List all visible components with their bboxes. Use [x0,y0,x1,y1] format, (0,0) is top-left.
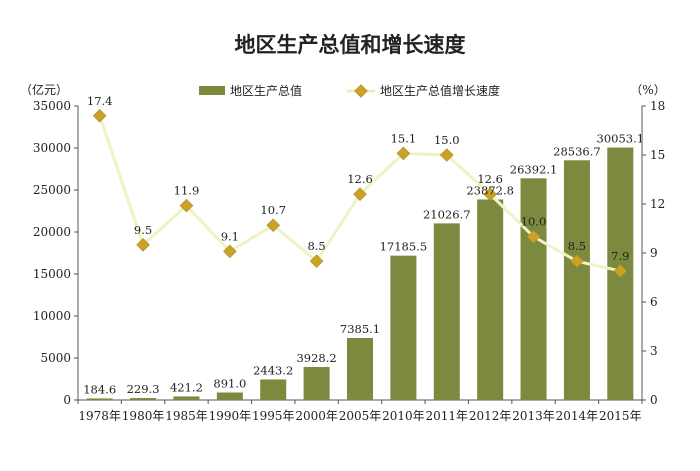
line-value-label: 15.1 [391,131,417,145]
legend: 地区生产总值 地区生产总值增长速度 [199,83,500,98]
bar-value-label: 891.0 [213,377,246,391]
bar-value-label: 7385.1 [340,322,380,336]
bar [433,223,460,400]
bar [477,199,504,400]
bar-value-label: 21026.7 [423,207,471,221]
bar-value-label: 229.3 [127,382,160,396]
bar-value-label: 17185.5 [380,240,428,254]
bar-value-label: 30053.1 [597,132,645,146]
left-tick-label: 20000 [33,225,71,239]
x-tick-label: 2015年 [599,409,642,423]
bar-value-label: 2443.2 [253,363,293,377]
legend-bar-label: 地区生产总值 [230,83,302,98]
line-marker [613,264,628,278]
x-tick-label: 2011年 [425,409,468,423]
line-value-label: 10.0 [521,215,547,229]
line-marker [439,148,454,162]
bar [563,160,590,400]
x-tick-label: 1995年 [252,409,295,423]
x-tick-label: 2000年 [295,409,338,423]
bar [520,178,547,400]
bar [260,379,287,400]
bar [130,398,157,400]
right-tick-label: 12 [650,197,665,211]
line-marker [353,187,367,201]
right-tick-label: 3 [650,344,658,358]
legend-line-label: 地区生产总值增长速度 [380,83,500,98]
x-tick-label: 2013年 [512,409,555,423]
line-marker [136,238,150,252]
x-tick-label: 1980年 [122,409,165,423]
line-value-label: 8.5 [307,239,325,253]
bar-value-label: 23872.8 [466,183,514,197]
line-marker [266,218,281,233]
line-value-label: 12.6 [477,172,503,186]
left-tick-label: 5000 [40,351,71,365]
x-tick-label: 1985年 [165,409,208,423]
line-marker [396,146,411,161]
left-tick-label: 15000 [33,267,71,281]
bar [303,367,330,400]
line-value-label: 7.9 [611,249,629,263]
line-value-label: 10.7 [260,203,286,217]
line-value-label: 12.6 [347,172,373,186]
x-tick-label: 1978年 [78,409,121,423]
x-tick-label: 2012年 [469,409,512,423]
left-axis-unit: （亿元） [20,82,68,97]
line-marker [223,244,237,259]
bar [216,392,243,400]
right-tick-label: 6 [650,295,658,309]
legend-bar-swatch [199,86,225,95]
line-value-label: 17.4 [87,94,113,108]
bar-value-label: 184.6 [83,382,116,396]
line-marker [526,229,541,244]
x-tick-label: 1990年 [209,409,252,423]
left-tick-label: 30000 [33,141,71,155]
line-value-label: 9.1 [221,229,239,243]
line-marker [483,187,497,201]
line-value-label: 8.5 [568,239,586,253]
left-tick-label: 25000 [33,183,71,197]
bar [346,337,374,400]
right-tick-label: 9 [650,246,658,260]
line-value-label: 15.0 [434,133,460,147]
x-tick-label: 2005年 [339,409,382,423]
x-tick-label: 2014年 [556,409,599,423]
right-tick-label: 18 [650,99,665,113]
line-value-label: 9.5 [134,223,152,237]
line-value-label: 11.9 [174,184,200,198]
left-tick-label: 0 [63,393,71,407]
bar-series [86,147,634,400]
bar [173,396,200,400]
right-tick-label: 15 [650,148,665,162]
bar [86,398,113,400]
bar [390,255,417,400]
bar-value-label: 3928.2 [296,351,336,365]
right-axis-unit: （%） [630,83,665,97]
bar-value-label: 26392.1 [510,162,558,176]
left-tick-label: 35000 [33,99,71,113]
axes: 0 5000 10000 15000 20000 25000 30000 35000 0 3 6 9 1… [33,99,665,423]
bar-value-label: 28536.7 [553,144,601,158]
legend-line-marker [354,84,368,98]
line-marker [570,254,584,268]
right-tick-label: 0 [650,393,658,407]
line-marker [92,109,107,123]
line-marker [309,254,324,268]
chart-title: 地区生产总值和增长速度 [235,33,466,57]
left-tick-label: 10000 [33,309,71,323]
x-tick-label: 2010年 [382,409,425,423]
line-series [92,109,628,278]
line-marker [179,198,194,213]
bar-value-label: 421.2 [170,380,203,394]
